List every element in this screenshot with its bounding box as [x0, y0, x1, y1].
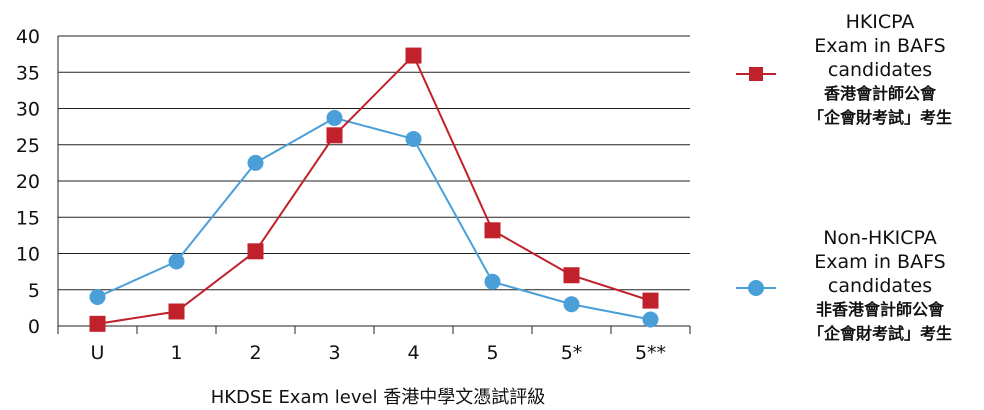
x-tick-label: 5: [486, 342, 498, 364]
data-point: [642, 311, 659, 328]
gridlines: [58, 35, 690, 291]
x-tick-label: 5**: [635, 342, 666, 364]
legend-item-non-hkicpa: Non-HKICPA Exam in BAFS candidates 非香港會計…: [780, 226, 980, 346]
y-tick-label: 30: [16, 99, 40, 121]
legend-label-en-2: Exam in BAFS: [814, 251, 946, 273]
y-tick-label: 0: [28, 316, 40, 338]
data-point: [89, 315, 106, 332]
legend-label-en-1: HKICPA: [845, 11, 915, 33]
data-point: [326, 127, 343, 144]
data-point: [642, 292, 659, 309]
data-point: [247, 154, 264, 171]
legend-item-hkicpa: HKICPA Exam in BAFS candidates 香港會計師公會 「…: [780, 10, 980, 130]
series-hkicpa: [89, 47, 659, 332]
legend-label-zh-2: 「企會財考試」考生: [807, 108, 952, 127]
series-line: [97, 53, 651, 325]
y-axis: 0 5 10 15 20 25 30 35 40: [16, 26, 59, 338]
y-tick-label: 5: [28, 280, 40, 302]
legend-label-en-3: candidates: [827, 275, 933, 297]
y-tick-label: 35: [16, 62, 40, 84]
series-line: [97, 116, 651, 321]
data-point: [484, 222, 501, 239]
x-tick-label: U: [91, 342, 105, 364]
data-point: [89, 289, 106, 305]
x-axis-label: HKDSE Exam level 香港中學文憑試評級: [211, 387, 546, 408]
legend-marker-square-red: [736, 67, 776, 81]
legend-label-zh-2: 「企會財考試」考生: [807, 324, 952, 343]
y-tick-label: 15: [16, 207, 40, 229]
series-non-hkicpa: [89, 109, 659, 328]
data-point: [168, 303, 185, 320]
x-tick-label: 5*: [561, 342, 583, 364]
legend-label-en-1: Non-HKICPA: [823, 227, 937, 249]
y-tick-label: 10: [16, 244, 40, 266]
x-axis: U 1 2 3 4 5 5* 5**: [57, 325, 691, 364]
y-tick-label: 40: [16, 26, 40, 48]
data-point: [405, 47, 422, 64]
legend-marker-circle-blue: [736, 280, 776, 296]
x-tick-label: 3: [328, 342, 340, 364]
data-point: [168, 253, 185, 270]
legend-label-zh-1: 香港會計師公會: [823, 84, 936, 103]
y-tick-label: 20: [16, 171, 40, 193]
data-point: [563, 267, 580, 284]
data-point: [247, 243, 264, 260]
legend-label-zh-1: 非香港會計師公會: [815, 300, 944, 319]
series-group: [89, 47, 659, 332]
x-tick-label: 4: [407, 342, 419, 364]
data-point: [484, 273, 501, 290]
x-tick-label: 1: [170, 342, 182, 364]
data-point: [405, 130, 422, 147]
y-tick-label: 25: [16, 135, 40, 157]
data-point: [563, 296, 580, 313]
x-tick-label: 2: [249, 342, 261, 364]
legend-label-en-3: candidates: [827, 59, 933, 81]
legend-label-en-2: Exam in BAFS: [814, 35, 946, 57]
data-point: [326, 109, 343, 126]
